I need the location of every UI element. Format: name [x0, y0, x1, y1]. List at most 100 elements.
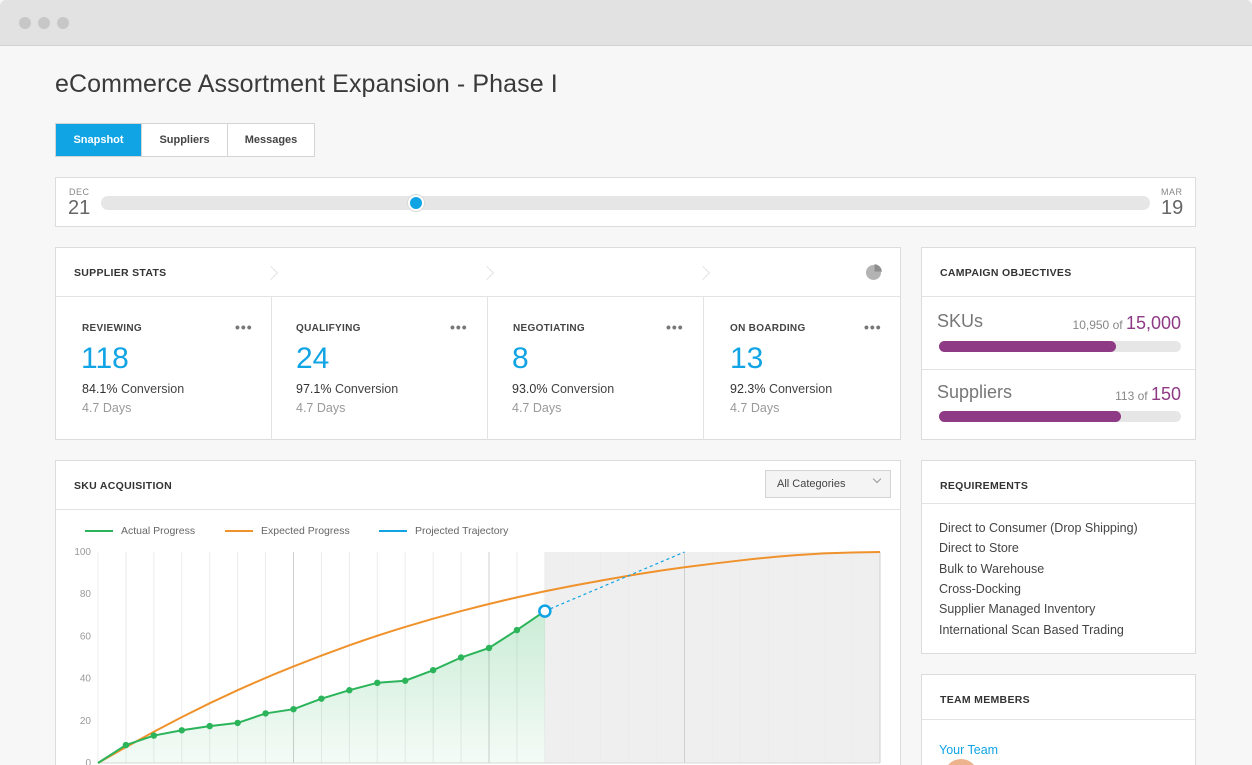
window-minimize-dot[interactable] — [38, 17, 50, 29]
stage-arrow-icon — [263, 265, 279, 281]
stat-count: 13 — [730, 342, 764, 375]
stat-count: 24 — [296, 342, 330, 375]
requirements-title: REQUIREMENTS — [940, 480, 1029, 492]
stat-reviewing[interactable]: REVIEWING ••• 118 84.1% Conversion 4.7 D… — [56, 297, 272, 440]
supplier-stats-title: SUPPLIER STATS — [74, 267, 167, 279]
sku-acquisition-card: SKU ACQUISITION All Categories Actual Pr… — [55, 460, 901, 765]
timeline-end-month: MAR — [1161, 187, 1183, 197]
objective-skus-count: 10,950 of 15,000 — [1073, 313, 1181, 334]
more-icon[interactable]: ••• — [864, 319, 882, 335]
more-icon[interactable]: ••• — [666, 319, 684, 335]
campaign-objectives-title: CAMPAIGN OBJECTIVES — [940, 267, 1072, 279]
objective-suppliers-bar — [939, 411, 1181, 422]
objective-suppliers-count: 113 of 150 — [1115, 384, 1181, 405]
actual-progress-point — [178, 727, 185, 734]
timeline-handle[interactable] — [407, 195, 424, 211]
stat-on-boarding[interactable]: ON BOARDING ••• 13 92.3% Conversion 4.7 … — [704, 297, 900, 440]
tab-messages[interactable]: Messages — [244, 134, 298, 146]
stat-days: 4.7 Days — [730, 401, 780, 415]
conversion-label: Conversion — [120, 382, 185, 396]
team-members-card: TEAM MEMBERS Your Team — [921, 674, 1196, 765]
stat-label: ON BOARDING — [730, 323, 806, 334]
current-progress-point — [538, 604, 552, 618]
timeline-start-month: DEC — [69, 187, 90, 197]
supplier-stats-card: SUPPLIER STATS REVIEWING ••• 118 84.1% C… — [55, 247, 901, 440]
legend-label: Projected Trajectory — [415, 525, 509, 537]
actual-progress-point — [290, 705, 297, 713]
chevron-down-icon — [872, 474, 882, 484]
conversion-pct: 93.0% — [512, 382, 548, 396]
window-titlebar — [0, 0, 1252, 46]
y-tick-label: 100 — [74, 547, 91, 558]
window-close-dot[interactable] — [19, 17, 31, 29]
requirement-item: Direct to Consumer (Drop Shipping) — [939, 521, 1138, 535]
requirement-item: Supplier Managed Inventory — [939, 602, 1096, 616]
objective-of: of — [1112, 318, 1123, 332]
y-tick-label: 60 — [80, 631, 92, 642]
page: eCommerce Assortment Expansion - Phase I… — [0, 47, 1252, 765]
actual-progress-area — [98, 611, 545, 763]
requirement-item: International Scan Based Trading — [939, 623, 1124, 637]
legend-swatch — [225, 530, 253, 532]
y-tick-label: 80 — [80, 589, 92, 600]
actual-progress-point — [457, 654, 465, 661]
category-select-value: All Categories — [777, 478, 846, 490]
category-select[interactable]: All Categories — [765, 470, 891, 498]
timeline-track[interactable] — [101, 196, 1150, 210]
actual-progress-point — [346, 687, 353, 694]
sku-acquisition-chart: 100 80 60 40 20 0 — [74, 547, 881, 765]
more-icon[interactable]: ••• — [450, 319, 468, 335]
y-tick-label: 0 — [85, 758, 91, 765]
legend-expected: Expected Progress — [225, 525, 350, 537]
conversion-label: Conversion — [334, 382, 399, 396]
legend-swatch — [379, 530, 407, 532]
team-divider — [922, 719, 1195, 720]
conversion-pct: 84.1% — [82, 382, 118, 396]
timeline-card: DEC 21 MAR 19 — [55, 177, 1196, 227]
conversion-label: Conversion — [768, 382, 833, 396]
objective-goal: 15,000 — [1125, 313, 1181, 333]
y-tick-label: 40 — [80, 674, 92, 685]
objective-current: 113 — [1115, 389, 1135, 403]
more-icon[interactable]: ••• — [235, 319, 253, 335]
objective-skus-name: SKUs — [937, 311, 984, 331]
actual-progress-point — [122, 741, 130, 749]
actual-progress-point — [150, 732, 158, 739]
stat-qualifying[interactable]: QUALIFYING ••• 24 97.1% Conversion 4.7 D… — [272, 297, 488, 440]
requirements-card: REQUIREMENTS Direct to Consumer (Drop Sh… — [921, 460, 1196, 654]
team-members-title: TEAM MEMBERS — [940, 694, 1030, 706]
stat-days: 4.7 Days — [512, 401, 562, 415]
actual-progress-point — [318, 695, 325, 702]
actual-progress-point — [513, 626, 521, 634]
actual-progress-point — [402, 677, 409, 684]
page-title: eCommerce Assortment Expansion - Phase I — [55, 70, 558, 98]
objective-skus-bar — [939, 341, 1181, 352]
timeline-end-day: 19 — [1161, 197, 1184, 219]
window-maximize-dot[interactable] — [57, 17, 69, 29]
tab-snapshot[interactable]: Snapshot — [56, 124, 142, 156]
avatar[interactable] — [944, 759, 978, 765]
requirement-item: Cross-Docking — [939, 582, 1021, 596]
y-tick-label: 20 — [80, 716, 92, 727]
objective-current: 10,950 — [1072, 318, 1110, 332]
stat-count: 118 — [81, 342, 129, 375]
sku-divider — [56, 509, 900, 510]
requirements-divider — [922, 503, 1195, 504]
stat-conversion: 93.0% Conversion — [512, 382, 614, 396]
stat-conversion: 92.3% Conversion — [730, 382, 832, 396]
tab-suppliers[interactable]: Suppliers — [142, 124, 228, 156]
tab-bar: Snapshot Suppliers Messages — [55, 123, 315, 157]
objective-of: of — [1137, 389, 1148, 403]
stat-days: 4.7 Days — [296, 401, 346, 415]
stage-arrow-icon — [695, 265, 711, 281]
campaign-divider — [922, 369, 1195, 370]
your-team-link[interactable]: Your Team — [939, 743, 999, 757]
stage-arrow-icon — [479, 265, 495, 281]
pie-chart-icon[interactable] — [865, 264, 882, 281]
actual-progress-point — [262, 710, 269, 717]
stat-days: 4.7 Days — [82, 401, 132, 415]
actual-progress-point — [429, 666, 437, 674]
sku-acquisition-title: SKU ACQUISITION — [74, 480, 173, 492]
stat-negotiating[interactable]: NEGOTIATING ••• 8 93.0% Conversion 4.7 D… — [488, 297, 704, 440]
stat-count: 8 — [512, 342, 529, 375]
